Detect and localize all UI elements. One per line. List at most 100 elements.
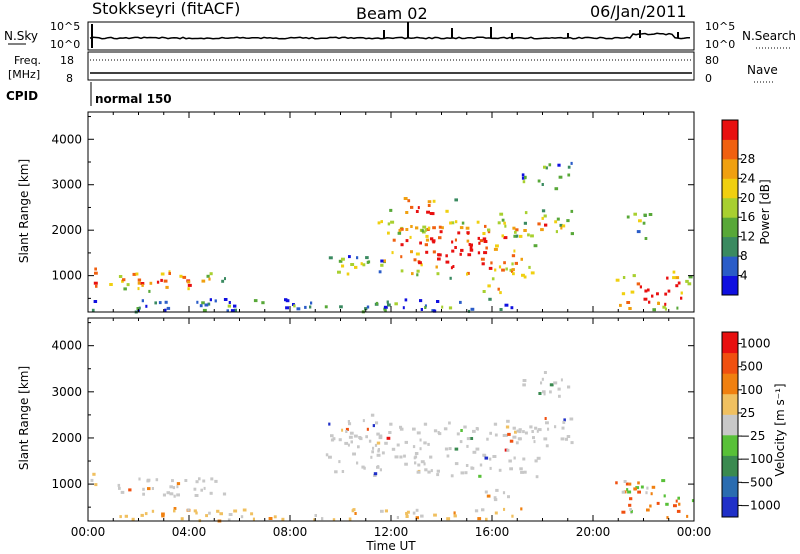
heatmap-cell <box>664 302 667 306</box>
heatmap-cell <box>451 240 454 244</box>
heatmap-cell <box>480 257 485 261</box>
heatmap-cell <box>537 222 541 226</box>
colorbar-tick-label: 8 <box>740 249 748 263</box>
heatmap-cell <box>118 275 123 278</box>
heatmap-cell <box>208 511 211 515</box>
heatmap-cell <box>563 418 566 422</box>
heatmap-cell <box>93 281 98 285</box>
heatmap-cell <box>468 243 471 246</box>
heatmap-cell <box>405 512 409 515</box>
heatmap-cell <box>643 213 647 217</box>
heatmap-cell <box>151 509 155 513</box>
heatmap-cell <box>179 274 183 278</box>
heatmap-cell <box>304 305 307 309</box>
heatmap-cell <box>126 283 130 287</box>
heatmap-cell <box>399 455 403 459</box>
heatmap-cell <box>494 511 498 515</box>
heatmap-cell <box>420 460 425 464</box>
heatmap-cell <box>666 516 669 520</box>
heatmap-cell <box>394 302 398 306</box>
heatmap-cell <box>466 239 470 243</box>
heatmap-cell <box>515 441 519 445</box>
heatmap-cell <box>450 221 455 225</box>
heatmap-cell <box>522 379 527 382</box>
heatmap-cell <box>518 430 522 434</box>
date-title: 06/Jan/2011 <box>590 2 687 21</box>
x-tick-label: 00:00 <box>71 525 106 539</box>
heatmap-cell <box>420 308 423 311</box>
heatmap-cell <box>399 425 403 429</box>
heatmap-cell <box>635 486 640 490</box>
heatmap-cell <box>518 428 522 432</box>
heatmap-cell <box>176 493 180 497</box>
heatmap-cell <box>92 472 96 476</box>
heatmap-cell <box>341 428 344 432</box>
heatmap-cell <box>123 287 127 291</box>
heatmap-cell <box>486 494 491 498</box>
heatmap-cell <box>364 307 368 311</box>
heatmap-cell <box>173 507 177 510</box>
heatmap-cell <box>386 436 391 440</box>
heatmap-cell <box>636 282 641 286</box>
heatmap-cell <box>427 470 431 474</box>
heatmap-cell <box>344 441 349 445</box>
heatmap-cell <box>559 223 563 227</box>
y-tick-label: 3000 <box>51 385 82 399</box>
heatmap-cell <box>675 276 680 280</box>
heatmap-cell <box>432 250 436 254</box>
y-tick-label: 3000 <box>51 178 82 192</box>
heatmap-cell <box>146 478 151 482</box>
colorbar-segment <box>722 217 738 238</box>
heatmap-cell <box>427 204 431 207</box>
heatmap-cell <box>454 198 458 202</box>
heatmap-cell <box>541 183 544 186</box>
heatmap-cell <box>455 220 458 224</box>
heatmap-cell <box>528 265 531 269</box>
heatmap-cell <box>541 209 546 213</box>
heatmap-cell <box>503 261 506 265</box>
heatmap-cell <box>567 165 571 169</box>
heatmap-cell <box>142 492 145 496</box>
heatmap-cell <box>350 263 355 266</box>
heatmap-cell <box>314 514 317 517</box>
heatmap-cell <box>523 275 527 279</box>
heatmap-cell <box>403 197 408 200</box>
heatmap-cell <box>487 228 491 232</box>
y-tick-label: 4000 <box>51 132 82 146</box>
heatmap-cell <box>341 264 345 268</box>
heatmap-cell <box>417 206 420 210</box>
heatmap-cell <box>537 179 541 183</box>
heatmap-cell <box>186 280 191 284</box>
heatmap-cell <box>630 290 635 294</box>
heatmap-cell <box>432 226 436 230</box>
heatmap-cell <box>119 515 122 519</box>
velocity-x-ticks: 00:00 04:00 08:00 12:00 16:00 20:00 00:00 <box>71 318 711 539</box>
heatmap-cell <box>514 430 517 434</box>
nsky-panel-frame <box>87 21 695 51</box>
heatmap-cell <box>488 266 493 270</box>
heatmap-cell <box>561 426 565 430</box>
heatmap-cell <box>187 508 190 512</box>
heatmap-cell <box>448 421 451 425</box>
heatmap-cell <box>371 450 374 454</box>
heatmap-cell <box>352 452 356 456</box>
heatmap-cell <box>281 517 285 521</box>
heatmap-cell <box>176 482 181 486</box>
colorbar-tick-label: 12 <box>740 230 755 244</box>
heatmap-cell <box>124 514 128 518</box>
heatmap-cell <box>187 283 192 287</box>
heatmap-cell <box>469 246 473 249</box>
heatmap-cell <box>487 284 491 288</box>
heatmap-cell <box>375 421 379 425</box>
heatmap-cell <box>410 250 413 254</box>
colorbar-tick-label: 1000 <box>740 337 771 351</box>
heatmap-cell <box>489 466 492 470</box>
heatmap-cell <box>377 221 381 225</box>
heatmap-cell <box>513 456 516 460</box>
heatmap-cell <box>403 454 406 458</box>
heatmap-cell <box>540 228 544 232</box>
heatmap-cell <box>121 279 124 283</box>
heatmap-cell <box>406 510 410 514</box>
heatmap-cell <box>530 234 534 238</box>
heatmap-cell <box>686 514 689 518</box>
